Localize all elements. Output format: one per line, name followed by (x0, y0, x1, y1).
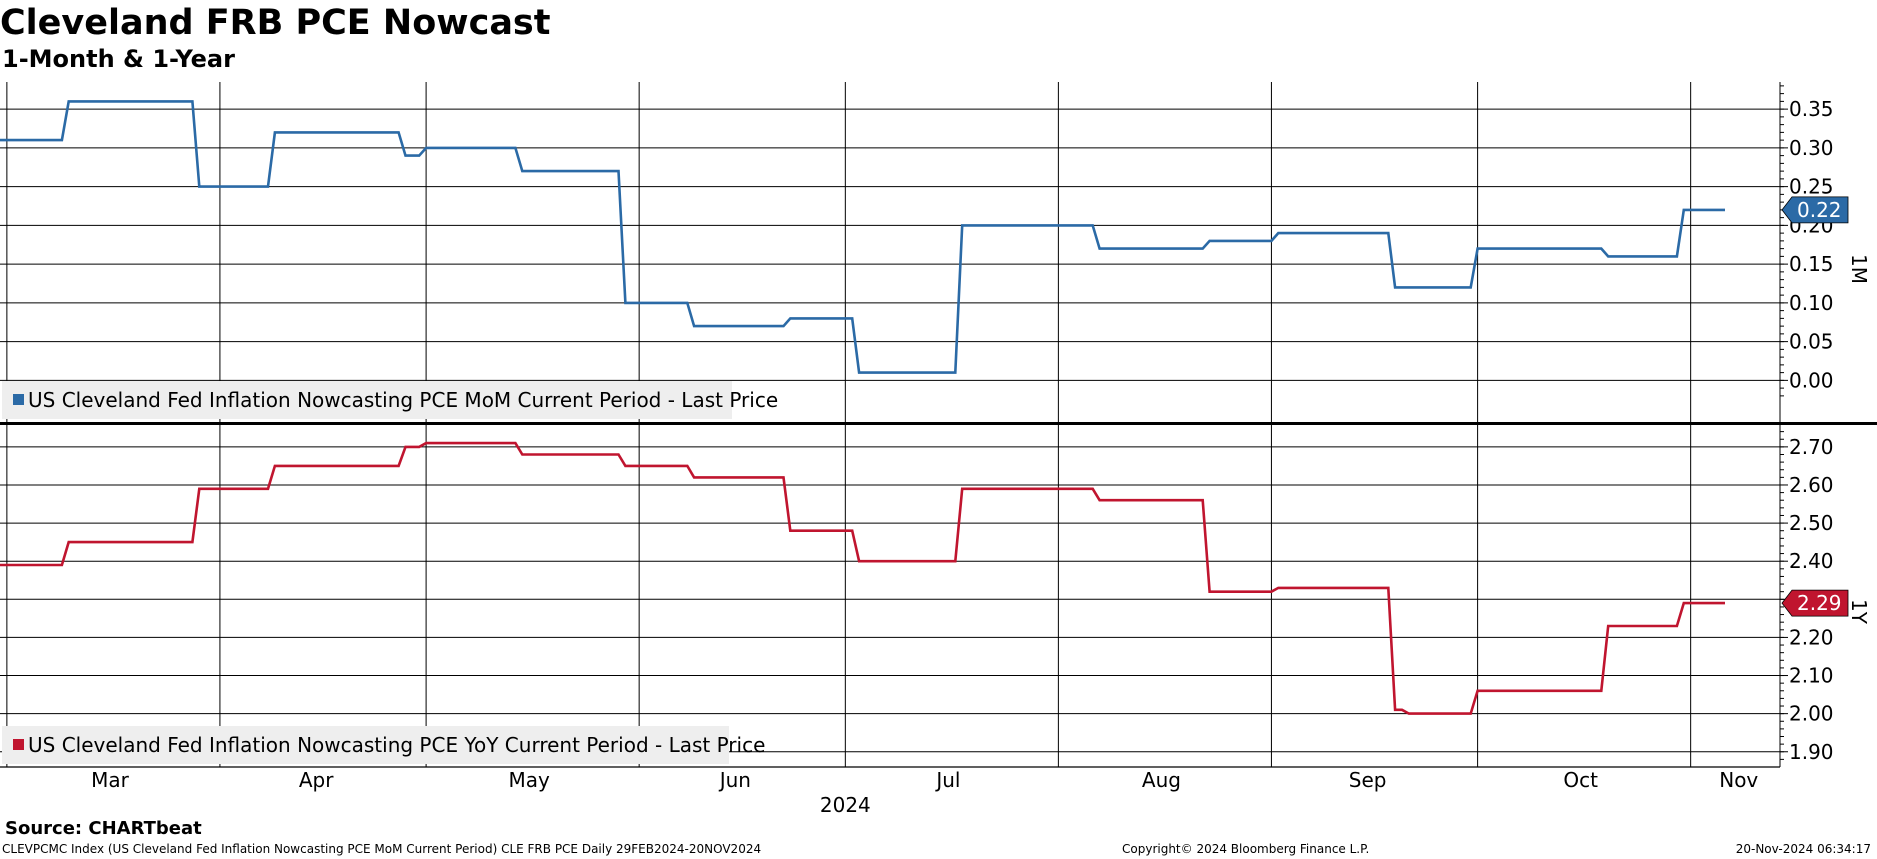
panel-label: 1M (1847, 254, 1871, 284)
panel-1y: 2.702.602.502.402.302.202.102.001.902.29… (0, 424, 1871, 767)
legend-box (2, 726, 729, 764)
x-tick-label: Oct (1563, 768, 1598, 792)
legend-swatch (13, 394, 24, 405)
last-value-badge (1781, 196, 1849, 224)
y-tick-label: 2.50 (1789, 511, 1834, 535)
y-tick-label: 2.70 (1789, 435, 1834, 459)
chart-subtitle: 1-Month & 1-Year (2, 45, 235, 73)
y-tick-label: 0.30 (1789, 136, 1834, 160)
y-tick-label: 2.20 (1789, 625, 1834, 649)
series-line (0, 100, 1725, 374)
legend-label: US Cleveland Fed Inflation Nowcasting PC… (28, 733, 765, 757)
y-tick-label: 0.10 (1789, 291, 1834, 315)
last-value-badge (1781, 589, 1849, 617)
legend-box (2, 381, 732, 419)
x-tick-label: Nov (1719, 768, 1758, 792)
y-tick-label: 0.00 (1789, 368, 1834, 392)
x-axis: Mar Apr May Jun Jul Aug Sep Oct Nov 2024 (0, 422, 1877, 817)
legend-swatch (13, 739, 24, 750)
x-tick-label: May (509, 768, 551, 792)
y-tick-label: 2.60 (1789, 473, 1834, 497)
legend-label: US Cleveland Fed Inflation Nowcasting PC… (28, 388, 778, 412)
last-value-label: 2.29 (1797, 591, 1842, 615)
y-tick-label: 2.40 (1789, 549, 1834, 573)
y-tick-label: 2.10 (1789, 664, 1834, 688)
x-tick-label: Sep (1349, 768, 1387, 792)
series-line (0, 441, 1725, 715)
footer-timestamp: 20-Nov-2024 06:34:17 (1735, 842, 1871, 856)
chart-title: Cleveland FRB PCE Nowcast (0, 3, 551, 43)
footer-index-info: CLEVPCMC Index (US Cleveland Fed Inflati… (2, 842, 762, 856)
x-tick-label: Aug (1142, 768, 1181, 792)
x-tick-label: Jul (934, 768, 960, 792)
x-tick-label: Apr (299, 768, 334, 792)
x-tick-label: Mar (91, 768, 130, 792)
last-value-label: 0.22 (1797, 198, 1842, 222)
y-tick-label: 0.35 (1789, 97, 1834, 121)
y-tick-label: 2.00 (1789, 702, 1834, 726)
y-tick-label: 1.90 (1789, 740, 1834, 764)
x-year-label: 2024 (820, 793, 871, 817)
y-tick-label: 0.05 (1789, 330, 1834, 354)
footer-copyright: Copyright© 2024 Bloomberg Finance L.P. (1122, 842, 1370, 856)
panel-label: 1Y (1847, 599, 1871, 625)
x-tick-label: Jun (718, 768, 751, 792)
panel-1m: 0.350.300.250.200.150.100.050.000.221MUS… (0, 82, 1871, 423)
y-tick-label: 0.15 (1789, 252, 1834, 276)
y-tick-label: 0.25 (1789, 175, 1834, 199)
source-note: Source: CHARTbeat (5, 818, 202, 839)
